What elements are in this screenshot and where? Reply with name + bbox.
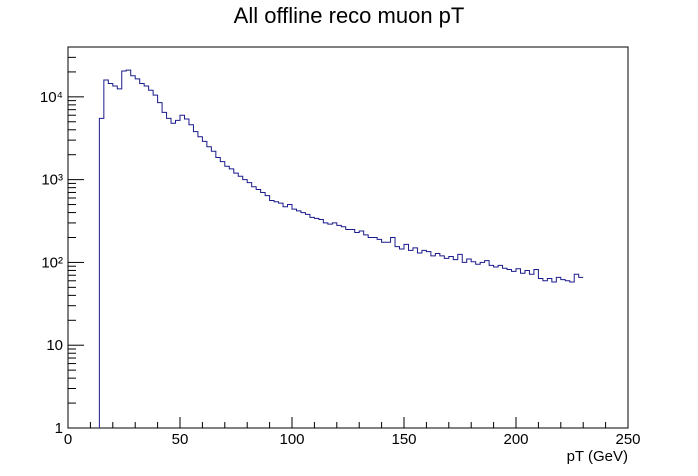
x-tick-label: 150	[391, 431, 416, 448]
y-tick-label: 1	[55, 420, 63, 437]
x-tick-label: 100	[279, 431, 304, 448]
x-axis-tick-labels: 0 50 100 150 200 250	[64, 431, 641, 448]
y-tick-label: 10³	[41, 172, 63, 189]
x-axis-ticks	[67, 417, 629, 428]
chart-title: All offline reco muon pT	[233, 3, 465, 28]
y-tick-label: 10	[46, 337, 63, 354]
plot-frame	[67, 46, 629, 429]
x-axis-label: pT (GeV)	[567, 448, 628, 465]
x-tick-label: 200	[503, 431, 528, 448]
histogram-series-line	[98, 69, 584, 428]
y-tick-label: 10²	[41, 254, 63, 271]
y-axis-ticks	[68, 46, 84, 429]
y-axis-tick-labels: 1 10 10² 10³ 10⁴	[40, 89, 63, 437]
x-tick-label: 250	[615, 431, 640, 448]
x-tick-label: 50	[172, 431, 189, 448]
y-tick-label: 10⁴	[40, 89, 63, 106]
x-tick-label: 0	[64, 431, 72, 448]
